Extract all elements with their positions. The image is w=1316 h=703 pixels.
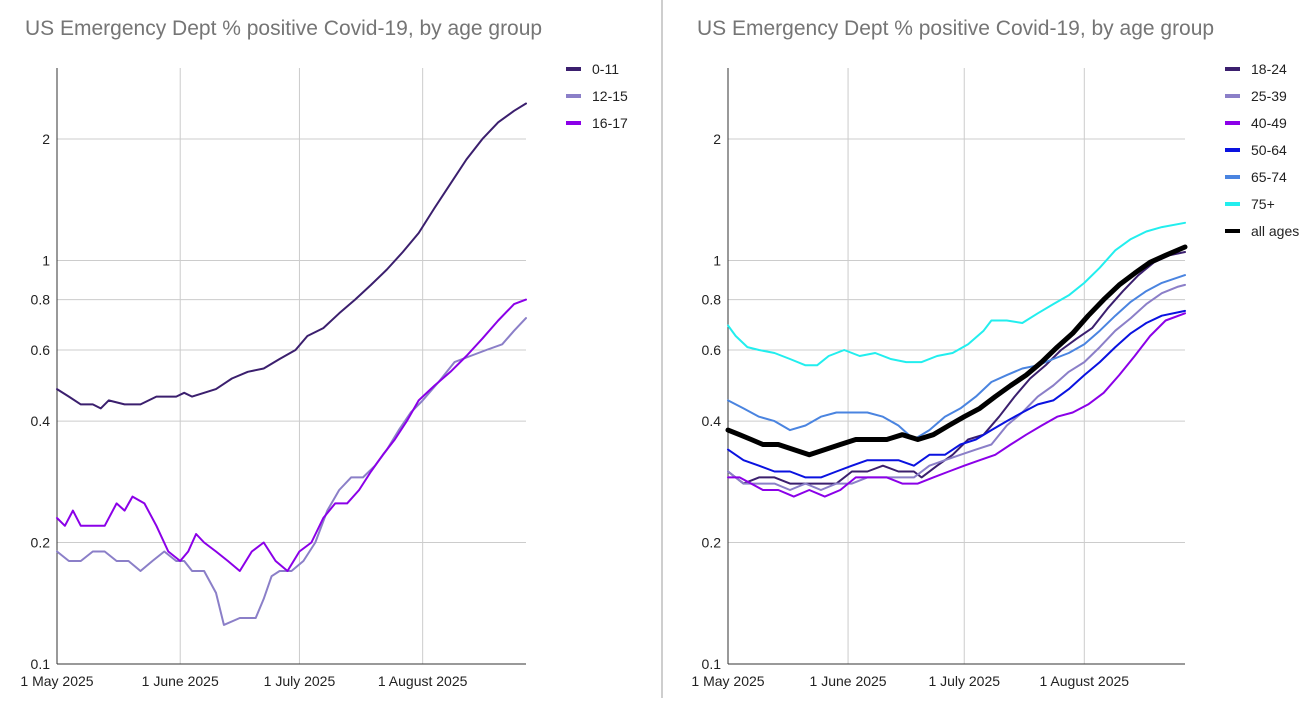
legend-label-50-64: 50-64 xyxy=(1251,142,1287,158)
series-line-50-64 xyxy=(727,309,1186,479)
y-tick-label: 0.4 xyxy=(31,413,51,429)
chart-title: US Emergency Dept % positive Covid-19, b… xyxy=(25,17,542,40)
legend-label-0-11: 0-11 xyxy=(592,61,619,77)
y-tick-label: 2 xyxy=(713,131,721,147)
legend-label-65-74: 65-74 xyxy=(1251,169,1287,185)
x-tick-label: 1 July 2025 xyxy=(928,673,1000,689)
y-tick-label: 0.4 xyxy=(702,413,722,429)
legend-label-12-15: 12-15 xyxy=(592,88,628,104)
y-tick-label: 0.8 xyxy=(31,292,51,308)
series-line-all-ages xyxy=(725,244,1188,458)
y-tick-label: 0.2 xyxy=(31,535,51,551)
y-tick-label: 0.6 xyxy=(31,342,51,358)
y-tick-label: 0.6 xyxy=(702,342,722,358)
series-line-16-17 xyxy=(56,298,527,572)
legend-label-16-17: 16-17 xyxy=(592,115,628,131)
legend-label-18-24: 18-24 xyxy=(1251,61,1287,77)
y-tick-label: 0.8 xyxy=(702,292,722,308)
x-tick-label: 1 August 2025 xyxy=(1040,673,1130,689)
x-tick-label: 1 June 2025 xyxy=(142,673,219,689)
series-line-25-39 xyxy=(727,283,1186,491)
chart-title: US Emergency Dept % positive Covid-19, b… xyxy=(697,17,1214,40)
y-tick-label: 1 xyxy=(713,253,721,269)
x-tick-label: 1 May 2025 xyxy=(20,673,93,689)
legend-label-all-ages: all ages xyxy=(1251,223,1299,239)
x-tick-label: 1 May 2025 xyxy=(691,673,764,689)
y-tick-label: 2 xyxy=(42,131,50,147)
legend-label-40-49: 40-49 xyxy=(1251,115,1287,131)
series-line-75- xyxy=(727,221,1186,367)
x-tick-label: 1 August 2025 xyxy=(378,673,468,689)
series-line-65-74 xyxy=(727,274,1186,441)
chart-panel-1: US Emergency Dept % positive Covid-19, b… xyxy=(20,17,628,689)
legend-label-25-39: 25-39 xyxy=(1251,88,1287,104)
y-tick-label: 0.2 xyxy=(702,535,722,551)
chart-panel-2: US Emergency Dept % positive Covid-19, b… xyxy=(691,17,1299,689)
series-line-40-49 xyxy=(727,312,1186,498)
y-tick-label: 0.1 xyxy=(31,656,51,672)
series-line-0-11 xyxy=(56,102,527,410)
series-line-12-15 xyxy=(56,317,527,626)
y-tick-label: 1 xyxy=(42,253,50,269)
y-tick-label: 0.1 xyxy=(702,656,722,672)
x-tick-label: 1 June 2025 xyxy=(810,673,887,689)
legend-label-75-: 75+ xyxy=(1251,196,1275,212)
x-tick-label: 1 July 2025 xyxy=(264,673,336,689)
